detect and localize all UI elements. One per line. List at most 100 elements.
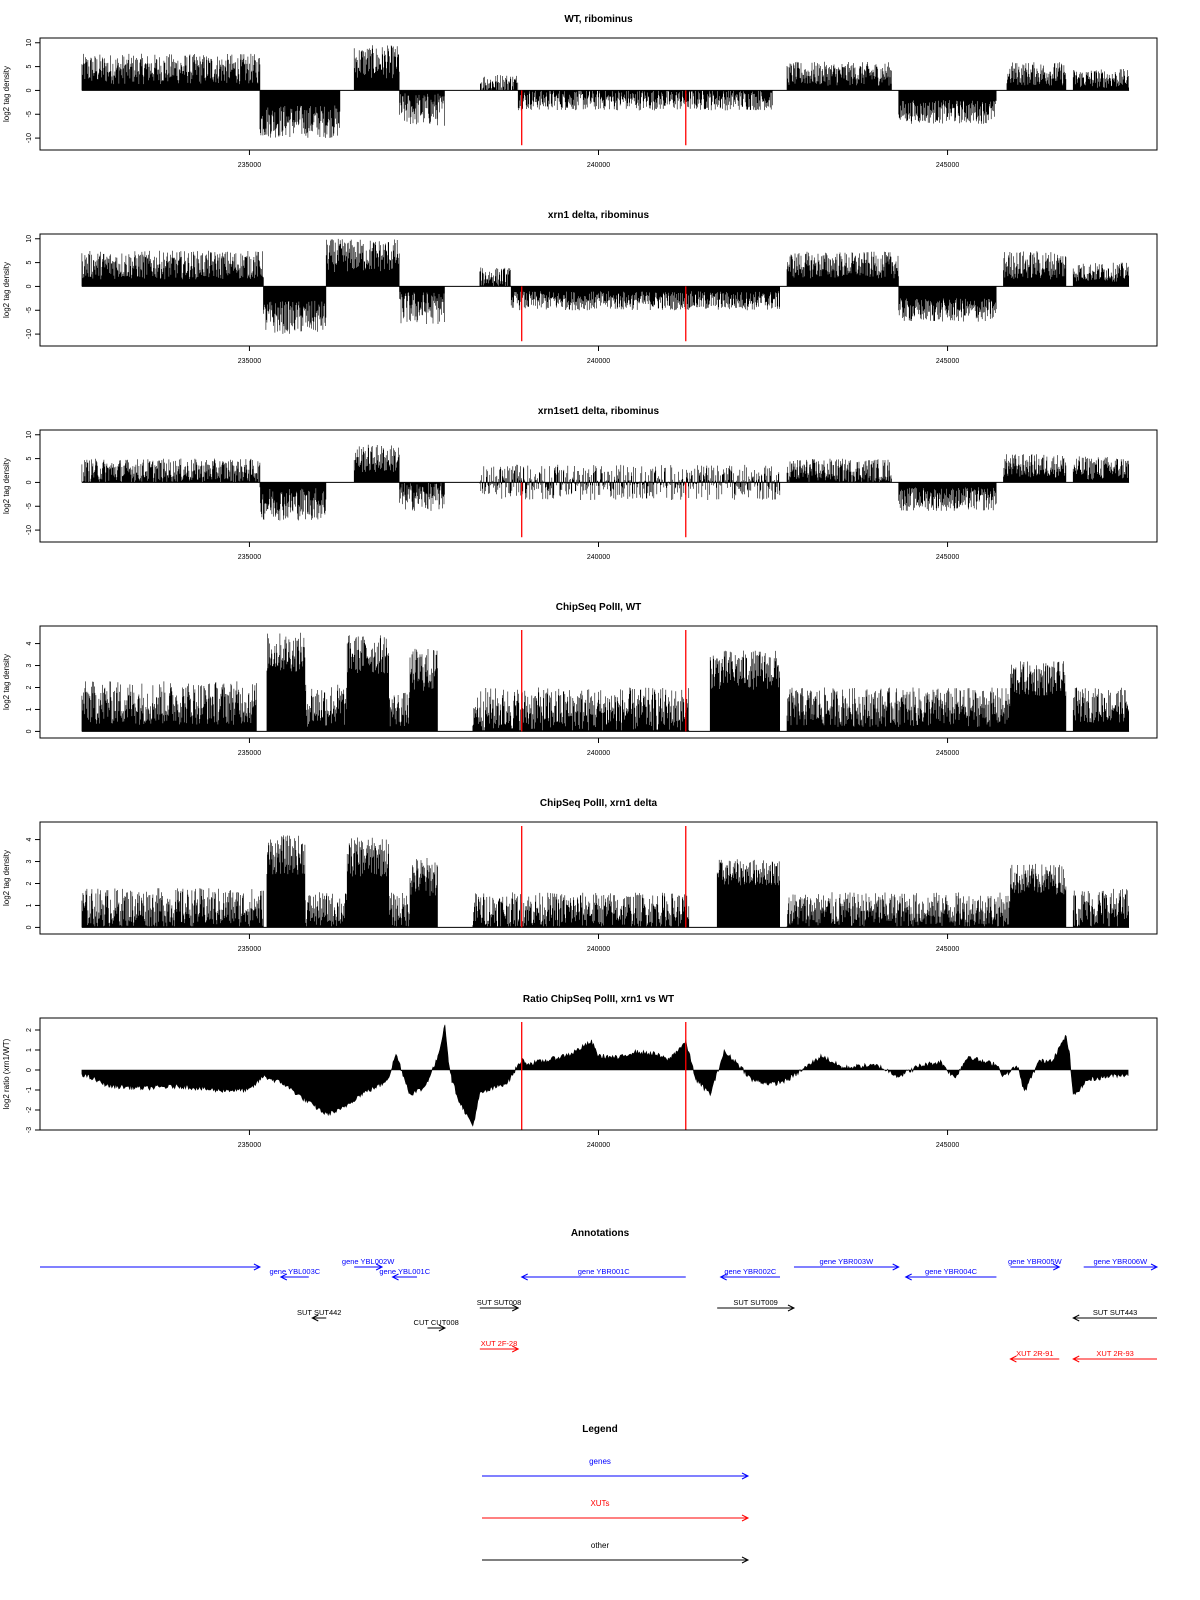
y-tick-label: 5: [26, 65, 33, 69]
feature-label: SUT SUT443: [1093, 1308, 1137, 1317]
arrow-head: [311, 1314, 319, 1322]
arrow-head: [787, 1304, 796, 1312]
y-tick-label: 2: [26, 685, 33, 689]
arrow-head: [520, 1273, 528, 1281]
feature-label: gene YBL003C: [269, 1267, 320, 1276]
x-tick-label: 235000: [238, 358, 261, 365]
feature-gene: gene YBR006W: [1083, 1257, 1159, 1271]
y-tick-label: 0: [26, 1068, 33, 1072]
y-tick-label: 0: [26, 480, 33, 484]
x-tick-label: 245000: [936, 750, 959, 757]
y-tick-label: 3: [26, 859, 33, 863]
y-axis-label: log2 tag density: [2, 458, 11, 514]
y-tick-label: 4: [26, 642, 33, 646]
feature-label: XUT 2R-93: [1096, 1349, 1133, 1358]
feature-other: SUT SUT443: [1072, 1308, 1157, 1322]
feature-label: SUT SUT009: [733, 1298, 777, 1307]
chart-title: xrn1 delta, ribominus: [548, 210, 650, 221]
y-tick-label: -5: [26, 111, 33, 117]
y-tick-label: -10: [26, 329, 33, 339]
feature-xut: XUT 2R-91: [1009, 1349, 1060, 1363]
y-tick-label: -2: [26, 1107, 33, 1113]
legend-label: XUTs: [590, 1499, 609, 1508]
feature-gene: gene YBL001C: [379, 1267, 431, 1281]
y-tick-label: 0: [26, 925, 33, 929]
feature-gene: [40, 1263, 262, 1271]
feature-label: gene YBR002C: [724, 1267, 777, 1276]
x-tick-label: 245000: [936, 1142, 959, 1149]
chart-panel: xrn1 delta, ribominus log2 tag density 10 5…: [2, 210, 1158, 365]
data-series: [81, 1024, 1129, 1127]
feature-label: SUT SUT442: [297, 1308, 341, 1317]
feature-label: gene YBL002W: [342, 1257, 395, 1266]
arrow-head: [1150, 1263, 1159, 1271]
legend-item: XUTs: [482, 1499, 750, 1522]
y-tick-label: 10: [26, 39, 33, 47]
feature-label: gene YBR003W: [820, 1257, 875, 1266]
chart-title: Ratio ChipSeq PolII, xrn1 vs WT: [523, 994, 674, 1005]
chart-title: WT, ribominus: [564, 14, 633, 25]
chart-panel: Ratio ChipSeq PolII, xrn1 vs WT log2 rati…: [2, 994, 1158, 1149]
y-axis-label: log2 ratio (xrn1/WT): [2, 1038, 11, 1109]
legend-item: genes: [482, 1457, 750, 1480]
feature-xut: XUT 2F-28: [479, 1339, 520, 1353]
x-tick-label: 240000: [587, 358, 610, 365]
y-tick-label: -5: [26, 307, 33, 313]
feature-gene: gene YBR003W: [793, 1257, 900, 1271]
arrow-head: [904, 1273, 912, 1281]
x-tick-label: 240000: [587, 554, 610, 561]
feature-other: SUT SUT009: [717, 1298, 796, 1312]
feature-label: gene YBR001C: [578, 1267, 631, 1276]
y-axis-label: log2 tag density: [2, 654, 11, 710]
chart-panel: WT, ribominus log2 tag density 10 5 0 -5 -10 23…: [2, 14, 1158, 169]
feature-gene: gene YBR004C: [904, 1267, 997, 1281]
bar-series: [81, 238, 1129, 334]
y-tick-label: 4: [26, 838, 33, 842]
y-tick-label: 0: [26, 88, 33, 92]
arrow-head: [1009, 1355, 1017, 1363]
area-series: [81, 1024, 1129, 1127]
arrow-head: [391, 1273, 399, 1281]
arrow-head: [719, 1273, 727, 1281]
feature-label: gene YBL001C: [379, 1267, 430, 1276]
legend-label: genes: [589, 1457, 611, 1466]
x-tick-label: 245000: [936, 162, 959, 169]
legend-title: Legend: [582, 1424, 618, 1435]
feature-label: SUT SUT008: [477, 1298, 521, 1307]
y-tick-label: 2: [26, 1028, 33, 1032]
feature-gene: gene YBL002W: [342, 1257, 395, 1271]
feature-gene: gene YBR001C: [520, 1267, 686, 1281]
arrow-head: [438, 1324, 447, 1332]
arrow-head: [253, 1263, 262, 1271]
y-tick-label: 2: [26, 881, 33, 885]
feature-label: XUT 2F-28: [481, 1339, 518, 1348]
x-tick-label: 235000: [238, 1142, 261, 1149]
chart-title: ChipSeq PolII, WT: [556, 602, 642, 613]
y-tick-label: 1: [26, 1048, 33, 1052]
y-axis-label: log2 tag density: [2, 850, 11, 906]
arrow-head: [1072, 1355, 1080, 1363]
annotations-title: Annotations: [571, 1228, 630, 1239]
chart-panel: ChipSeq PolII, WT log2 tag density 0 1 2 3 4 23…: [2, 602, 1158, 757]
y-tick-label: 1: [26, 903, 33, 907]
arrow-head: [741, 1472, 750, 1480]
arrow-head: [741, 1514, 750, 1522]
arrow-head: [279, 1273, 288, 1281]
y-tick-label: -10: [26, 133, 33, 143]
chart-panel: ChipSeq PolII, xrn1 delta log2 tag densit…: [2, 798, 1158, 953]
y-axis-label: log2 tag density: [2, 262, 11, 318]
bar-series: [81, 45, 1129, 138]
y-tick-label: -5: [26, 503, 33, 509]
legend-item: other: [482, 1541, 750, 1564]
arrow-head: [511, 1345, 520, 1353]
y-tick-label: 10: [26, 431, 33, 439]
y-tick-label: -10: [26, 525, 33, 535]
x-tick-label: 240000: [587, 1142, 610, 1149]
bar-series: [81, 632, 1129, 732]
feature-label: gene YBR005W: [1008, 1257, 1063, 1266]
data-series: [81, 835, 1130, 928]
feature-gene: gene YBR002C: [719, 1267, 781, 1281]
feature-label: XUT 2R-91: [1016, 1349, 1053, 1358]
